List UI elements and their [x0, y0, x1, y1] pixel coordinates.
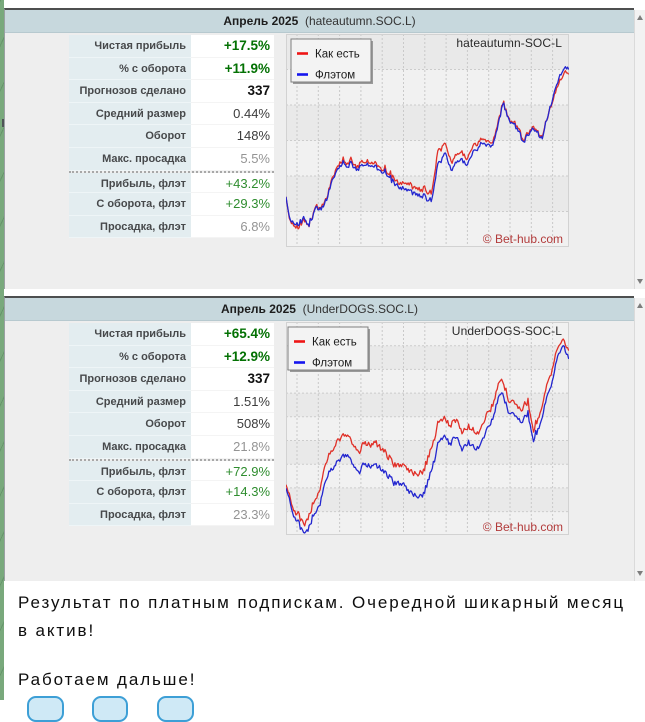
svg-text:© Bet-hub.com: © Bet-hub.com — [483, 232, 563, 246]
svg-text:hateautumn-SOC-L: hateautumn-SOC-L — [456, 36, 562, 50]
svg-text:© Bet-hub.com: © Bet-hub.com — [483, 520, 563, 534]
svg-text:UnderDOGS-SOC-L: UnderDOGS-SOC-L — [452, 324, 562, 338]
svg-text:Флэтом: Флэтом — [312, 358, 352, 370]
svg-text:Флэтом: Флэтом — [315, 70, 355, 82]
svg-text:Как есть: Как есть — [315, 49, 360, 61]
svg-text:Как есть: Как есть — [312, 337, 357, 349]
